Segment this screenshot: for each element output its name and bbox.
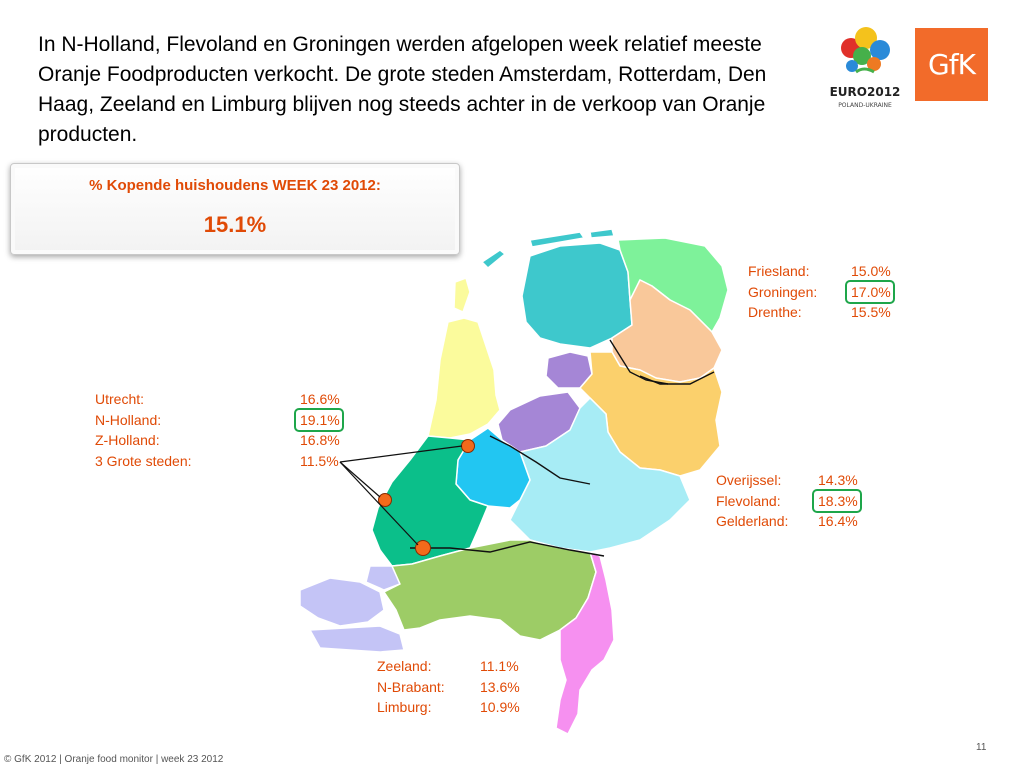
stat-value: 10.9% [480,699,520,715]
border-line-east [639,371,715,385]
stat-value: 19.1% [300,411,340,428]
stats-north: Friesland: 15.0% Groningen: 17.0% Drenthe: 15… [748,261,908,323]
stat-label: N-Holland: [95,411,162,428]
border-line-rivers [410,541,605,557]
stat-label: Drenthe: [748,304,802,320]
stat-label: Limburg: [377,699,432,715]
island-terschelling [529,231,585,248]
region-zeeland-c [365,565,401,591]
kpi-box: % Kopende huishoudens WEEK 23 2012: 15.1… [10,163,460,255]
stat-value: 16.6% [300,391,340,407]
highlight-box [845,279,895,304]
stat-value: 17.0% [851,283,891,300]
stat-row: Z-Holland: 16.8% [95,430,355,451]
island-ameland [589,228,615,239]
connector-den-haag [339,461,381,498]
stat-value: 13.6% [480,678,520,695]
stats-south: Zeeland: 11.1% N-Brabant: 13.6% Limburg: 10.9… [377,656,537,718]
stat-row: N-Brabant: 13.6% [377,677,537,698]
stat-label: Overijssel: [716,472,782,488]
connector-amsterdam [339,445,463,463]
stats-west: Utrecht: 16.6% N-Holland: 19.1% Z-Holland: 16… [95,389,355,471]
city-den-haag [378,493,392,507]
stat-value: 15.0% [851,263,891,279]
stat-value: 16.8% [300,432,340,448]
stat-value: 11.5% [300,452,339,469]
stat-row: Groningen: 17.0% [748,279,908,304]
region-limburg [555,551,615,735]
euro2012-logo: EURO2012 POLAND-UKRAINE [830,27,901,109]
euro-logo-text: EURO2012 [830,85,901,99]
border-line-north [609,339,669,385]
stat-value: 14.3% [818,472,858,488]
stat-value: 11.1% [480,658,519,674]
kpi-title: % Kopende huishoudens WEEK 23 2012: [89,177,381,194]
footer: © GfK 2012 | Oranje food monitor | week … [4,754,224,765]
stat-label: Z-Holland: [95,432,160,448]
stat-row: Overijssel: 14.3% [716,470,876,491]
stat-value: 15.5% [851,304,891,320]
kpi-value: 15.1% [203,212,267,237]
region-friesland [521,242,633,349]
stat-value: 18.3% [818,492,858,509]
stat-label: Utrecht: [95,391,145,407]
island-vlieland [481,249,506,269]
stat-label: N-Brabant: [377,678,445,695]
page-number: 11 [976,742,987,753]
stat-label: Groningen: [748,283,818,300]
stat-label: 3 Grote steden: [95,452,192,469]
stats-east: Overijssel: 14.3% Flevoland: 18.3% Gelderlan… [716,470,876,532]
stat-row: Zeeland: 11.1% [377,656,537,677]
gfk-logo: GfK [915,28,988,101]
stat-label: Zeeland: [377,658,432,674]
gfk-logo-text: GfK [928,48,976,81]
stat-row: Limburg: 10.9% [377,697,537,718]
stat-row: Utrecht: 16.6% [95,389,355,410]
intro-text: In N-Holland, Flevoland en Groningen wer… [38,33,767,146]
stat-label: Gelderland: [716,513,789,529]
border-line-ijssel [489,435,591,485]
stat-row: Flevoland: 18.3% [716,488,876,513]
highlight-box [812,488,862,513]
region-zeeland-b [309,625,405,653]
stat-row: 3 Grote steden: 11.5% [95,451,355,472]
stat-row: N-Holland: 19.1% [95,407,355,432]
city-rotterdam [415,540,431,556]
city-amsterdam [461,439,475,453]
stat-label: Flevoland: [716,492,781,509]
stat-row: Friesland: 15.0% [748,261,908,282]
connector-rotterdam [339,461,419,546]
highlight-box [294,407,344,432]
stat-row: Gelderland: 16.4% [716,511,876,532]
euro-logo-sub: POLAND-UKRAINE [838,102,892,109]
stat-row: Drenthe: 15.5% [748,302,908,323]
island-texel [453,277,471,313]
region-noord-holland [427,317,501,439]
stat-label: Friesland: [748,263,810,279]
stat-value: 16.4% [818,513,858,529]
region-zeeland [299,577,385,627]
